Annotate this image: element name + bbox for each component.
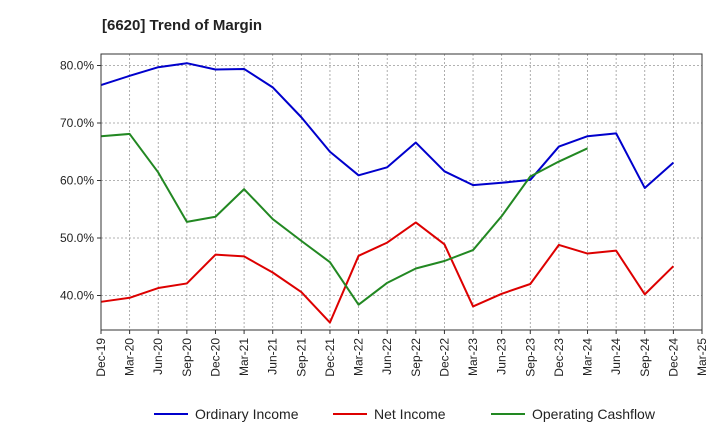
chart-title: [6620] Trend of Margin: [102, 17, 262, 34]
x-tick-label: Sep-20: [180, 338, 194, 377]
legend: Ordinary Income Net Income Operating Cashf…: [154, 406, 656, 422]
plot-frame: [100, 53, 703, 331]
legend-label-net-income: Net Income: [374, 406, 446, 422]
x-tick-label: Dec-19: [94, 338, 108, 377]
x-tick-label: Mar-25: [695, 338, 709, 376]
y-axis: 40.0% 50.0% 60.0% 70.0% 80.0%: [60, 59, 101, 303]
x-axis: Dec-19 Mar-20 Jun-20 Sep-20 Dec-20 Mar-21 Jun-…: [94, 330, 709, 377]
x-tick-label: Jun-22: [380, 338, 394, 375]
y-tick-label: 50.0%: [60, 231, 94, 245]
series-layer: [100, 62, 675, 324]
x-tick-label: Dec-22: [437, 338, 451, 377]
x-tick-label: Mar-24: [581, 338, 595, 376]
x-tick-label: Jun-24: [609, 338, 623, 375]
x-tick-label: Jun-21: [266, 338, 280, 375]
x-tick-label: Sep-23: [523, 338, 537, 377]
x-tick-label: Dec-23: [552, 338, 566, 377]
grid: [100, 54, 703, 330]
series-line-operating-cashflow: [100, 132, 588, 306]
y-tick-label: 80.0%: [60, 59, 94, 73]
series-line-ordinary-income: [100, 62, 675, 189]
x-tick-label: Mar-21: [237, 338, 251, 376]
x-tick-label: Sep-21: [294, 338, 308, 377]
x-tick-label: Mar-23: [466, 338, 480, 376]
x-tick-label: Sep-22: [409, 338, 423, 377]
x-tick-label: Mar-22: [352, 338, 366, 376]
y-tick-label: 40.0%: [60, 289, 94, 303]
legend-label-ordinary-income: Ordinary Income: [195, 406, 299, 422]
series-line-net-income: [100, 221, 675, 324]
x-tick-label: Sep-24: [638, 338, 652, 377]
x-tick-label: Dec-20: [208, 338, 222, 377]
y-tick-label: 70.0%: [60, 116, 94, 130]
y-tick-label: 60.0%: [60, 174, 94, 188]
x-tick-label: Mar-20: [123, 338, 137, 376]
legend-label-operating-cashflow: Operating Cashflow: [532, 406, 656, 422]
x-tick-label: Dec-21: [323, 338, 337, 377]
x-tick-label: Dec-24: [666, 338, 680, 377]
x-tick-label: Jun-20: [151, 338, 165, 375]
x-tick-label: Jun-23: [495, 338, 509, 375]
